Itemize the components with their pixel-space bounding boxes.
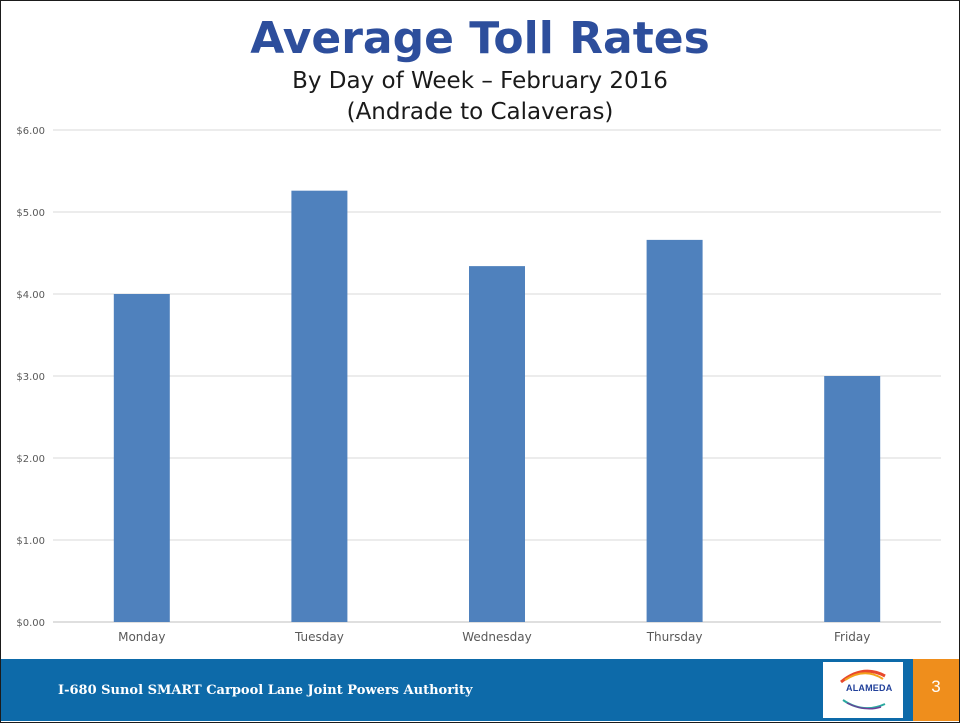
- bar-tuesday: [291, 190, 348, 622]
- bars: [113, 190, 881, 622]
- y-tick-label: $1.00: [16, 536, 45, 547]
- y-tick-label: $3.00: [16, 372, 45, 383]
- y-tick-label: $2.00: [16, 454, 45, 465]
- logo-swoosh-icon: [840, 669, 886, 710]
- bar-friday: [824, 376, 881, 622]
- x-tick-label: Monday: [118, 630, 165, 644]
- slide-subtitle-date: By Day of Week – February 2016: [292, 68, 668, 94]
- bar-wednesday: [469, 266, 525, 622]
- y-axis-ticks: $0.00 $1.00 $2.00 $3.00 $4.00 $5.00 $6.00: [16, 126, 45, 629]
- y-tick-label: $0.00: [16, 618, 45, 629]
- logo-text: ALAMEDA: [846, 683, 893, 693]
- bar-thursday: [646, 239, 703, 622]
- y-tick-label: $6.00: [16, 126, 45, 137]
- x-tick-label: Thursday: [646, 630, 703, 644]
- x-tick-label: Tuesday: [294, 630, 344, 644]
- bar-monday: [113, 294, 170, 622]
- x-axis-ticks: Monday Tuesday Wednesday Thursday Friday: [118, 630, 870, 644]
- x-tick-label: Wednesday: [462, 630, 531, 644]
- alameda-ctc-logo-icon: [823, 662, 903, 718]
- footer-text: I-680 Sunol SMART Carpool Lane Joint Pow…: [58, 683, 473, 698]
- y-tick-label: $5.00: [16, 208, 45, 219]
- y-tick-label: $4.00: [16, 290, 45, 301]
- footer-bar: [1, 659, 913, 721]
- page-number-box: [913, 659, 959, 721]
- x-tick-label: Friday: [834, 630, 870, 644]
- page-number: 3: [931, 677, 941, 696]
- slide-title: Average Toll Rates: [250, 13, 710, 64]
- slide-subtitle-segment: (Andrade to Calaveras): [346, 99, 614, 125]
